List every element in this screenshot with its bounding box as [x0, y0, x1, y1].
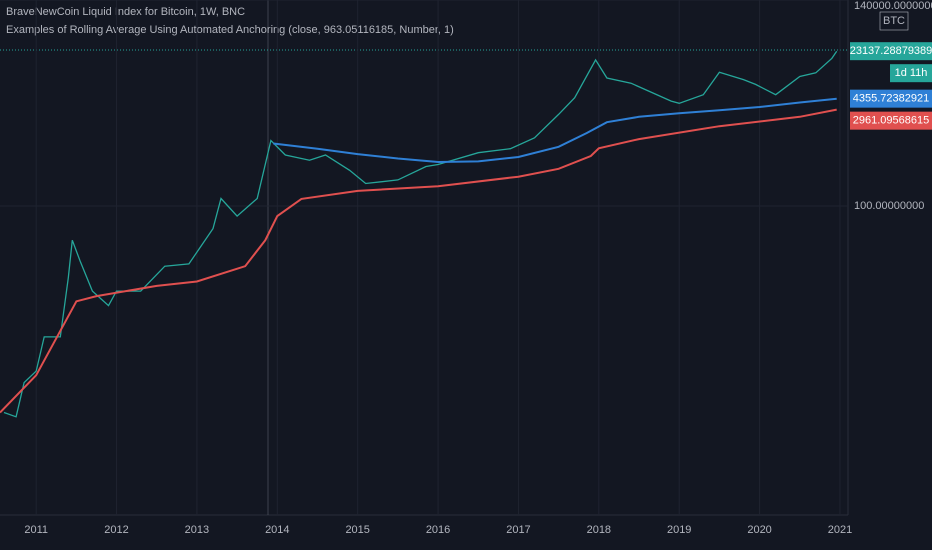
series-line [0, 108, 837, 414]
countdown-label: 1d 11h [895, 67, 928, 79]
y-tick-label: 140000.00000000 [854, 0, 932, 12]
x-tick-label: 2016 [426, 524, 450, 536]
last-value-box [850, 42, 932, 61]
x-tick-label: 2017 [506, 524, 530, 536]
y-tick-label: 100.00000000 [854, 200, 924, 212]
last-value-label: 4355.72382921 [853, 93, 929, 105]
series-line [273, 97, 837, 164]
last-value-label: 23137.28879389 [850, 45, 932, 57]
x-tick-label: 2014 [265, 524, 289, 536]
countdown-box [890, 64, 932, 83]
symbol-badge-box [879, 11, 909, 31]
x-tick-label: 2020 [747, 524, 771, 536]
x-tick-label: 2013 [185, 524, 209, 536]
indicator-label: Examples of Rolling Average Using Automa… [6, 24, 454, 36]
last-value-box [850, 111, 932, 130]
x-tick-label: 2021 [828, 524, 852, 536]
chart-title: BraveNewCoin Liquid Index for Bitcoin, 1… [6, 6, 245, 18]
x-tick-label: 2019 [667, 524, 691, 536]
x-tick-label: 2018 [587, 524, 611, 536]
symbol-badge: BTC [883, 15, 905, 27]
x-tick-label: 2011 [24, 524, 48, 536]
last-value-box [850, 89, 932, 108]
x-tick-label: 2012 [104, 524, 128, 536]
last-value-label: 2961.09568615 [853, 115, 929, 127]
x-tick-label: 2015 [345, 524, 369, 536]
series-line [3, 50, 838, 418]
